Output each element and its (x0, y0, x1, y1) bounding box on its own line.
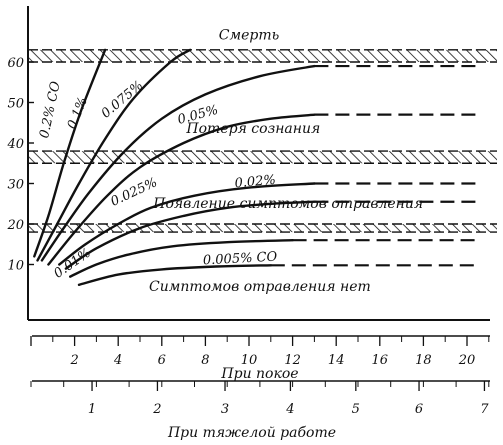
x-rest-tick-label: 8 (201, 353, 209, 368)
y-tick-label: 20 (6, 218, 24, 233)
x-rest-tick-label: 16 (372, 353, 389, 368)
y-tick-label: 60 (7, 56, 24, 71)
x-rest-tick-label: 14 (328, 353, 345, 368)
plot-area (27, 6, 490, 391)
y-tick-label: 40 (6, 137, 24, 152)
series-curve (58, 182, 316, 266)
zone-label: Появление симптомов отравления (152, 196, 423, 212)
x-rest-tick-label: 2 (69, 353, 78, 368)
zone-label: Смерть (219, 28, 279, 44)
zone-label: Симптомов отравления нет (149, 279, 371, 295)
x-rest-axis-title: При покое (220, 366, 298, 382)
x-work-tick-label: 1 (88, 402, 96, 417)
series-curve (77, 264, 272, 286)
x-work-axis-title: При тяжелой работе (167, 425, 336, 441)
x-work-tick-label: 2 (152, 402, 161, 417)
series-label: 0.2% CO (37, 80, 64, 140)
x-rest-tick-label: 12 (284, 353, 301, 368)
x-rest-tick-label: 6 (158, 353, 166, 368)
y-tick-label: 50 (7, 97, 24, 112)
series-curve (40, 64, 316, 262)
y-tick-label: 30 (7, 178, 24, 193)
x-work-tick-label: 3 (221, 402, 229, 417)
series-curve (47, 113, 316, 266)
x-work-tick-label: 5 (352, 402, 360, 417)
y-tick-label: 10 (7, 259, 24, 274)
series-label: 0.1% (65, 95, 91, 131)
series-label: 0.075% (99, 78, 147, 121)
x-work-tick-label: 6 (415, 402, 423, 417)
series-curve (33, 48, 107, 258)
hatched-band (28, 49, 497, 62)
x-work-tick-label: 4 (285, 402, 294, 417)
x-rest-tick-label: 4 (113, 353, 122, 368)
series-label: 0.005% CO (203, 250, 278, 269)
x-work-tick-label: 7 (480, 402, 489, 417)
hatched-band (28, 151, 497, 164)
x-rest-tick-label: 10 (241, 353, 258, 368)
hatched-band (28, 224, 497, 233)
series-curve (36, 48, 192, 262)
zone-label: Потеря сознания (185, 121, 320, 137)
series-curve (69, 239, 294, 278)
series-label: 0.02% (234, 173, 276, 192)
series-curve (64, 200, 316, 270)
x-rest-tick-label: 20 (458, 353, 476, 368)
series-label: 0.025% (109, 175, 160, 210)
x-rest-tick-label: 18 (415, 353, 432, 368)
